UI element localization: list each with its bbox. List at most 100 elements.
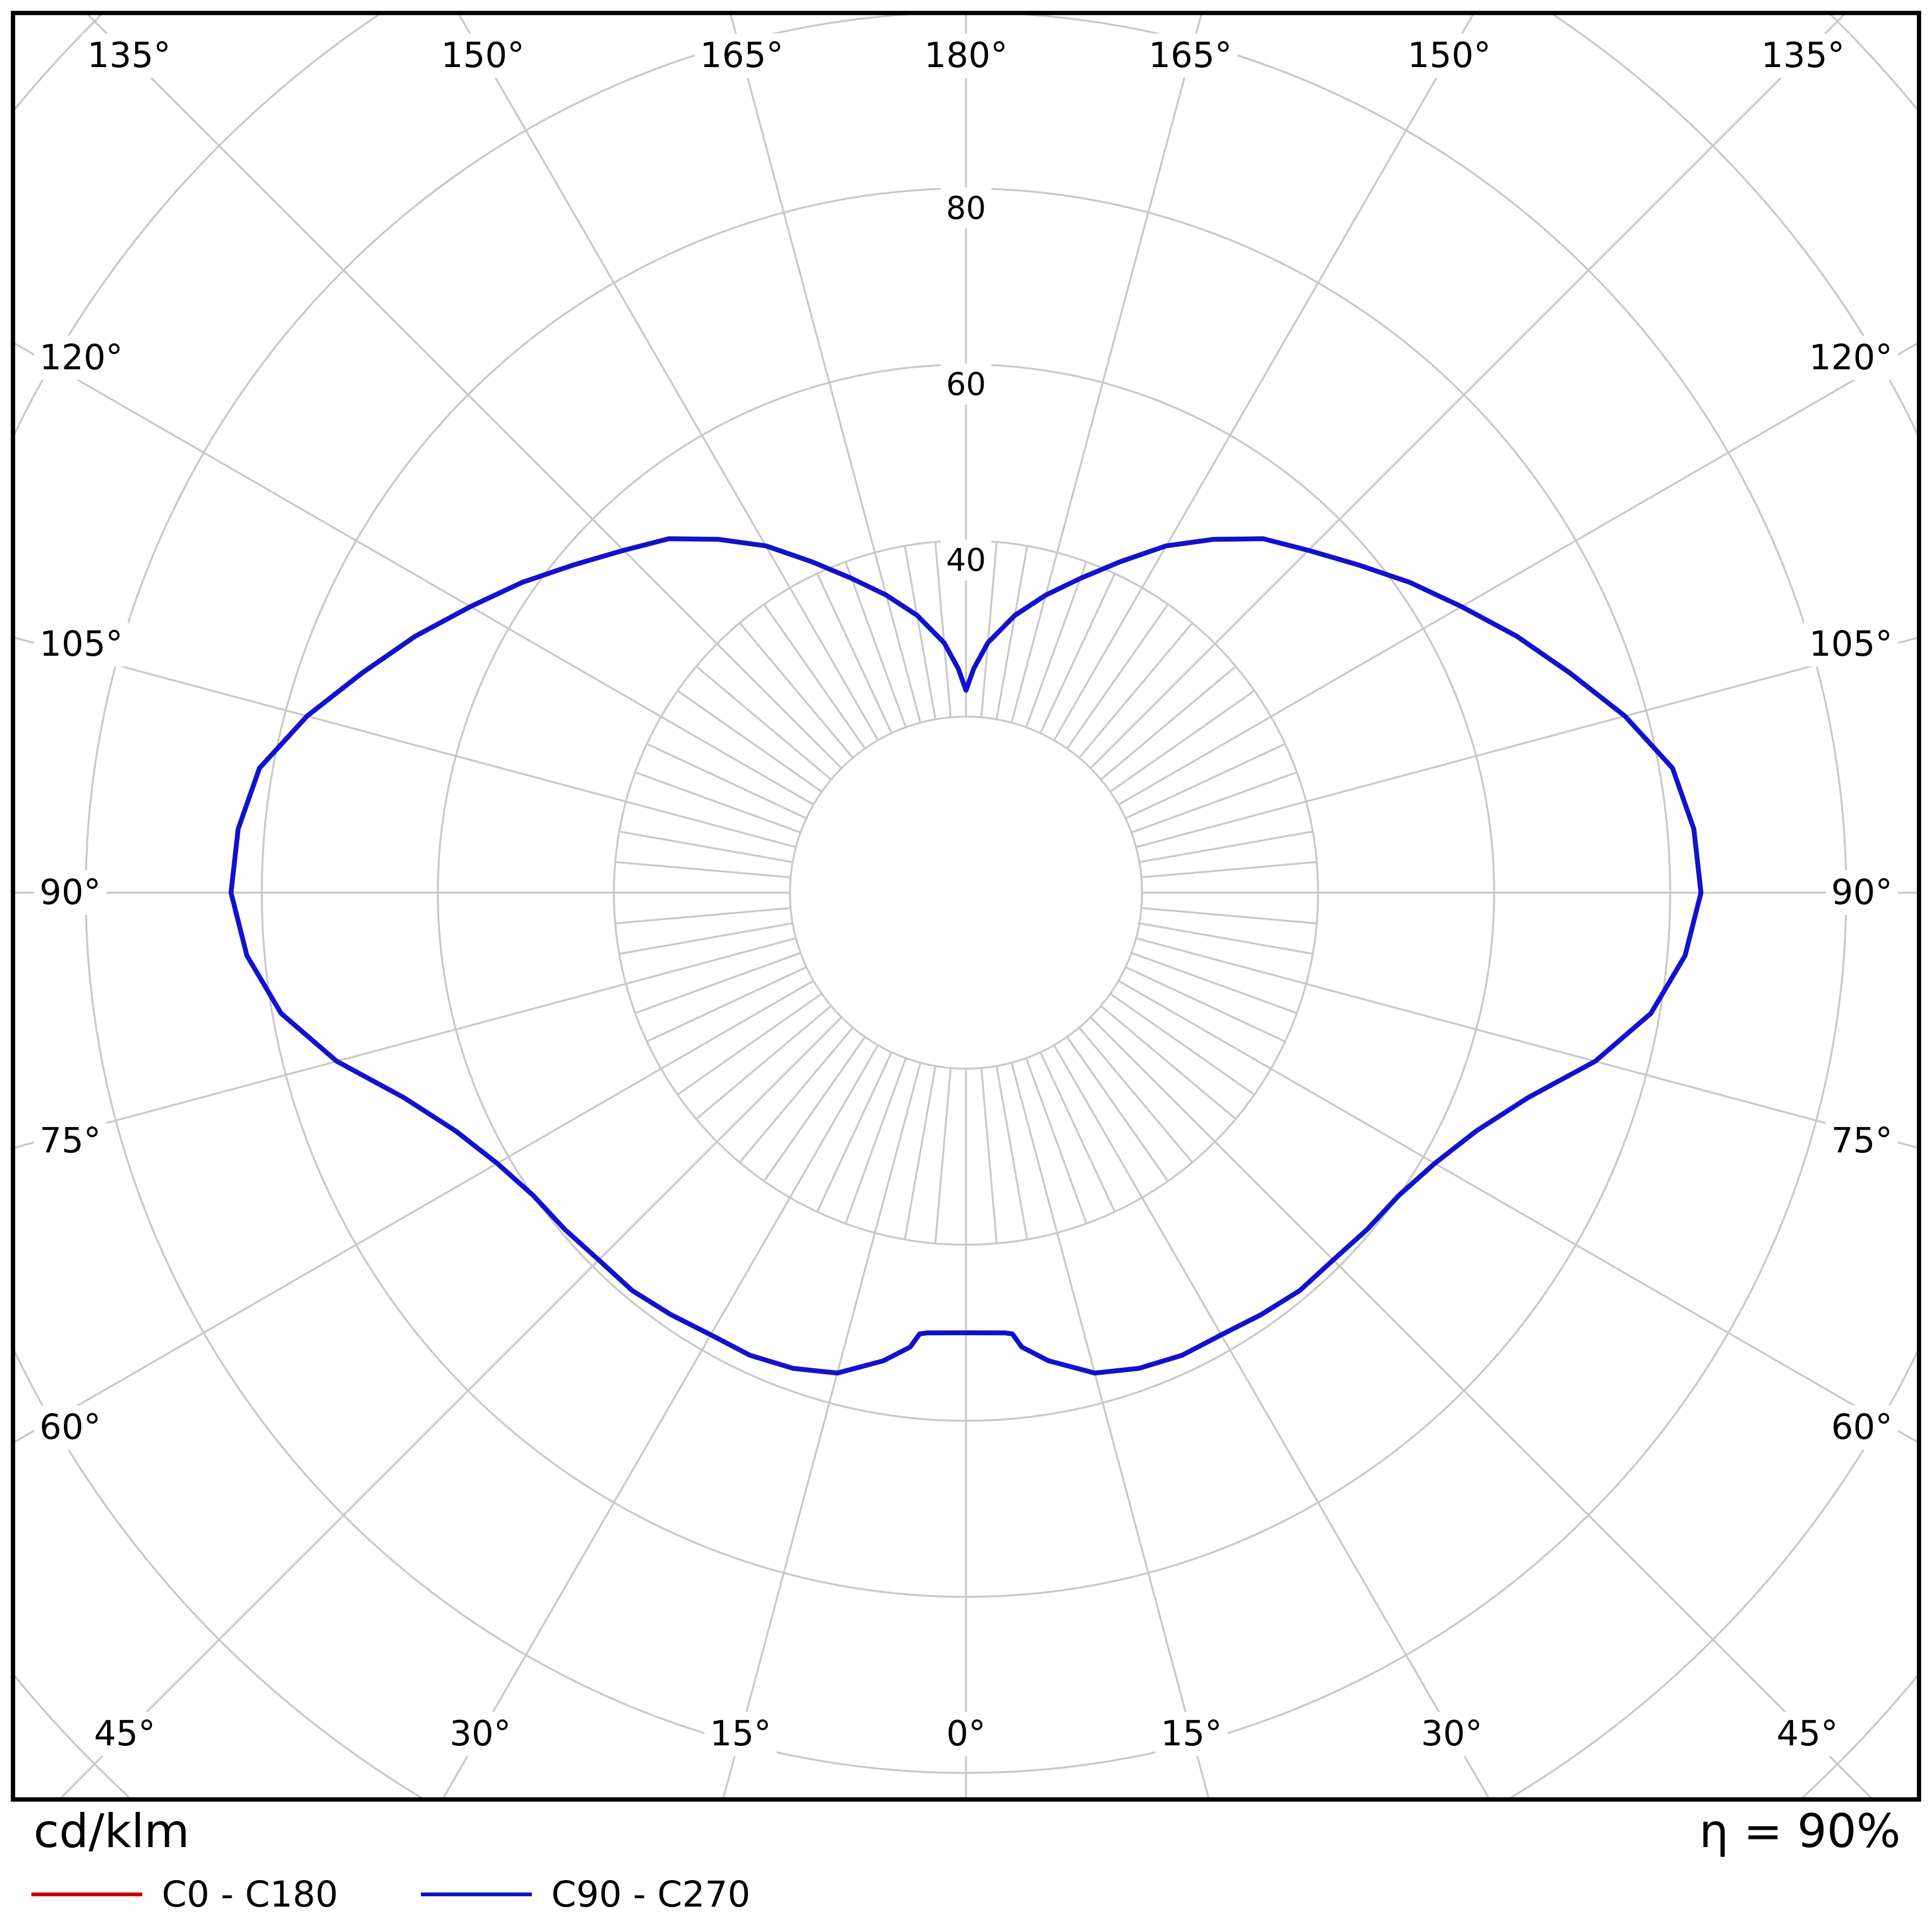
- grid-spoke-minor: [980, 542, 998, 717]
- grid-spoke-major: [87, 15, 842, 769]
- grid-spoke-major: [15, 342, 814, 806]
- grid-spoke-major: [1011, 15, 1202, 723]
- label-backdrop: [1402, 34, 1496, 78]
- angle-label: 105°: [1809, 624, 1893, 664]
- grid-spoke-minor: [646, 743, 807, 820]
- grid-spoke-minor: [615, 861, 791, 879]
- grid-spoke-minor: [615, 907, 791, 925]
- grid-spoke-minor: [635, 952, 801, 1014]
- angle-label: 135°: [87, 36, 170, 76]
- label-backdrop: [1825, 1118, 1898, 1163]
- angle-label: 0°: [946, 1714, 986, 1754]
- label-backdrop: [919, 34, 1013, 78]
- angle-label: 45°: [94, 1714, 155, 1754]
- label-backdrop: [704, 1712, 777, 1756]
- label-backdrop: [1155, 1712, 1228, 1756]
- grid-circle: [789, 715, 1143, 1070]
- grid-spoke-major: [1118, 342, 1917, 806]
- grid-spoke-minor: [1110, 690, 1255, 793]
- legend-line-red-icon: [31, 1892, 142, 1896]
- grid-spoke-minor: [619, 922, 793, 955]
- label-backdrop: [444, 1712, 517, 1756]
- grid-spoke-major: [1053, 15, 1474, 741]
- label-backdrop: [88, 1712, 161, 1756]
- legend-label-c0-c180: C0 - C180: [162, 1873, 338, 1915]
- angle-label: 15°: [710, 1714, 771, 1754]
- grid-spoke-minor: [677, 690, 822, 793]
- grid-spoke-minor: [1039, 1052, 1116, 1212]
- label-backdrop: [1415, 1712, 1488, 1756]
- grid-spoke-minor: [995, 545, 1028, 720]
- label-backdrop: [82, 34, 176, 78]
- angle-label: 150°: [1408, 36, 1491, 76]
- grid-spoke-minor: [1078, 1027, 1194, 1163]
- grid-spoke-minor: [646, 966, 807, 1043]
- grid-spoke-minor: [816, 1052, 893, 1212]
- grid-spoke-major: [1136, 937, 1917, 1149]
- label-backdrop: [34, 622, 129, 667]
- grid-spoke-minor: [1131, 952, 1297, 1014]
- label-backdrop: [1756, 34, 1850, 78]
- angle-label: 150°: [441, 36, 524, 76]
- grid-spoke-minor: [1025, 1058, 1087, 1224]
- legend-item-c0-c180: C0 - C180: [31, 1873, 338, 1915]
- label-backdrop: [1803, 622, 1898, 667]
- label-backdrop: [694, 34, 789, 78]
- label-backdrop: [1825, 871, 1898, 915]
- angle-label: 120°: [1809, 338, 1893, 378]
- grid-spoke-minor: [695, 1005, 832, 1120]
- angle-label: 90°: [1831, 873, 1893, 913]
- grid-spoke-minor: [995, 1066, 1028, 1240]
- legend-label-c90-c270: C90 - C270: [551, 1873, 750, 1915]
- grid-spoke-minor: [1125, 743, 1286, 820]
- grid-spoke-minor: [1131, 771, 1297, 834]
- units-label: cd/klm: [34, 1804, 190, 1858]
- grid-spoke-minor: [845, 1058, 907, 1224]
- grid-spoke-minor: [816, 573, 893, 734]
- grid-spoke-minor: [980, 1068, 998, 1244]
- label-backdrop: [34, 871, 107, 915]
- radial-tick-label: 40: [946, 542, 986, 578]
- grid-spoke-major: [730, 15, 921, 723]
- label-backdrop: [1825, 1405, 1898, 1450]
- angle-label: 105°: [39, 624, 123, 664]
- grid-spoke-minor: [763, 1036, 866, 1182]
- label-backdrop: [940, 187, 992, 229]
- grid-spoke-minor: [904, 545, 937, 720]
- label-backdrop: [940, 539, 992, 581]
- efficiency-label: η = 90%: [1699, 1804, 1901, 1858]
- grid-spoke-minor: [1100, 1005, 1237, 1120]
- angle-label: 165°: [1149, 36, 1232, 76]
- angle-label: 75°: [1831, 1121, 1893, 1161]
- grid-spoke-minor: [1110, 993, 1255, 1096]
- angle-label: 45°: [1777, 1714, 1838, 1754]
- polar-chart: 40 60 80 0° 15° 15° 30° 30° 45° 45° 60° 60° 75° 75° 90…: [15, 15, 1917, 1797]
- angle-label: 135°: [1761, 36, 1844, 76]
- angle-label: 30°: [1421, 1714, 1482, 1754]
- intensity-curve-C90-C270: [228, 536, 1704, 1376]
- angle-label: 15°: [1160, 1714, 1222, 1754]
- grid-spoke-minor: [738, 622, 854, 759]
- grid-spoke-minor: [845, 561, 907, 728]
- grid-spoke-minor: [677, 993, 822, 1096]
- grid-spoke-major: [443, 1044, 879, 1797]
- grid-spoke-minor: [1125, 966, 1286, 1043]
- grid-spoke-minor: [1066, 603, 1169, 749]
- grid-spoke-major: [1136, 637, 1917, 848]
- grid-spoke-major: [1053, 1044, 1489, 1797]
- grid-spoke-minor: [934, 542, 952, 717]
- label-backdrop: [940, 363, 992, 405]
- grid-spoke-minor: [1139, 922, 1313, 955]
- legend-line-blue-icon: [421, 1892, 532, 1896]
- grid-spoke-major: [1118, 980, 1917, 1443]
- radial-tick-label: 60: [946, 366, 986, 403]
- label-backdrop: [1143, 34, 1238, 78]
- angle-label: 30°: [450, 1714, 511, 1754]
- grid-spoke-major: [1090, 1016, 1872, 1797]
- label-backdrop: [436, 34, 530, 78]
- angle-label: 90°: [39, 873, 101, 913]
- label-backdrop: [941, 1712, 991, 1756]
- label-backdrop: [34, 1118, 107, 1163]
- grid-spoke-major: [1011, 1062, 1210, 1797]
